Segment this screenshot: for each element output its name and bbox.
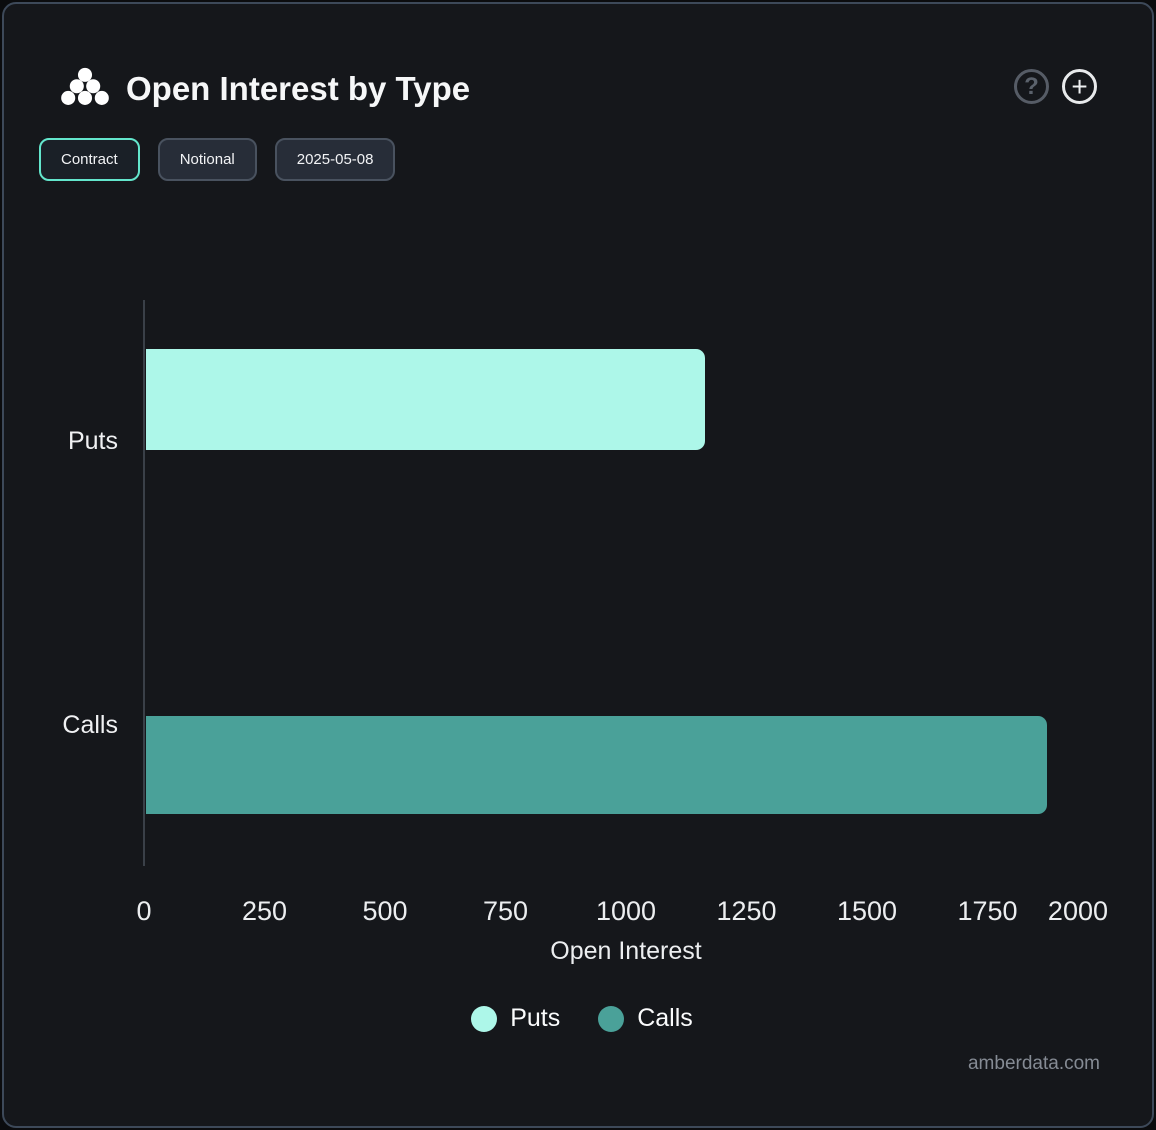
- y-axis-label-puts: Puts: [67, 427, 118, 455]
- toggle-notional-button[interactable]: Notional: [157, 138, 257, 181]
- bar-chart: Open Interest Puts Calls 0 250 500 750 1000 125…: [4, 4, 1152, 1126]
- x-tick-1250: 1250: [716, 896, 777, 926]
- y-axis-line: [143, 300, 145, 866]
- x-tick-1750: 1750: [957, 896, 1018, 926]
- x-tick-2000: 2000: [1047, 896, 1108, 926]
- legend-item-calls[interactable]: Calls: [598, 1004, 693, 1033]
- x-tick-0: 0: [136, 896, 152, 926]
- question-glyph: ?: [1024, 72, 1039, 100]
- amberdata-logo-icon: [61, 67, 109, 105]
- toggle-contract-button[interactable]: Contract: [39, 138, 140, 181]
- x-tick-750: 750: [482, 896, 529, 926]
- legend-swatch-puts: [471, 1005, 498, 1032]
- legend-item-puts[interactable]: Puts: [471, 1004, 560, 1033]
- help-icon[interactable]: ?: [1014, 69, 1049, 104]
- y-axis-label-calls: Calls: [62, 711, 118, 739]
- add-icon[interactable]: +: [1062, 69, 1097, 104]
- bar-calls[interactable]: [146, 716, 1047, 814]
- x-tick-1000: 1000: [595, 896, 657, 926]
- page-title: Open Interest by Type: [126, 70, 471, 107]
- legend-swatch-calls: [598, 1005, 625, 1032]
- chart-legend: Puts Calls: [4, 1004, 1152, 1033]
- legend-label: Calls: [637, 1004, 693, 1032]
- bar-puts[interactable]: [146, 349, 705, 450]
- plus-glyph: +: [1071, 70, 1088, 102]
- x-tick-250: 250: [241, 896, 288, 926]
- x-tick-1500: 1500: [836, 896, 898, 926]
- date-button[interactable]: 2025-05-08: [274, 138, 396, 181]
- legend-label: Puts: [510, 1004, 561, 1032]
- x-axis-title: Open Interest: [550, 937, 702, 965]
- toolbar: Contract Notional 2025-05-08: [39, 138, 396, 181]
- watermark: amberdata.com: [967, 1053, 1100, 1074]
- x-tick-500: 500: [362, 896, 408, 926]
